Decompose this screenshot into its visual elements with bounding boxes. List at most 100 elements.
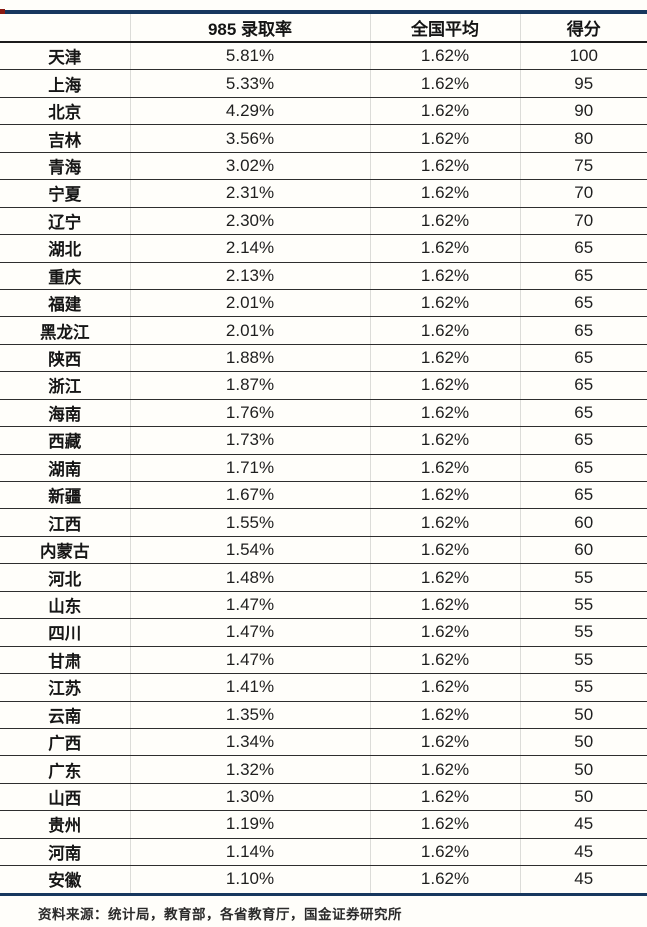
table-row: 湖北 2.14% 1.62% 65 [0, 234, 647, 263]
cell-average: 1.62% [369, 152, 520, 181]
cell-score: 80 [519, 124, 647, 153]
cell-average: 1.62% [369, 783, 520, 812]
cell-score: 60 [519, 536, 647, 565]
cell-average: 1.62% [369, 124, 520, 153]
cell-rate: 3.02% [129, 152, 370, 181]
cell-province: 湖北 [0, 234, 130, 263]
cell-score: 65 [519, 289, 647, 318]
cell-average: 1.62% [369, 399, 520, 428]
cell-rate: 1.47% [129, 591, 370, 620]
cell-rate: 1.88% [129, 344, 370, 373]
cell-rate: 1.73% [129, 426, 370, 455]
cell-score: 65 [519, 481, 647, 510]
cell-rate: 1.87% [129, 371, 370, 400]
cell-score: 55 [519, 646, 647, 675]
cell-score: 65 [519, 454, 647, 483]
cell-score: 95 [519, 69, 647, 98]
cell-rate: 1.30% [129, 783, 370, 812]
table-row: 福建 2.01% 1.62% 65 [0, 289, 647, 318]
table-row: 云南 1.35% 1.62% 50 [0, 701, 647, 729]
cell-province: 上海 [0, 69, 130, 98]
cell-score: 65 [519, 262, 647, 290]
cell-average: 1.62% [369, 426, 520, 455]
table-row: 广东 1.32% 1.62% 50 [0, 755, 647, 784]
cell-province: 北京 [0, 97, 130, 126]
cell-average: 1.62% [369, 481, 520, 510]
cell-rate: 1.10% [129, 865, 370, 893]
cell-province: 安徽 [48, 871, 82, 891]
table-row: 河南 1.14% 1.62% 45 [0, 838, 647, 867]
cell-score: 55 [519, 618, 647, 647]
cell-province: 新疆 [0, 481, 130, 510]
table-row: 新疆 1.67% 1.62% 65 [0, 481, 647, 510]
cell-average: 1.62% [369, 865, 520, 893]
cell-score: 65 [519, 371, 647, 400]
table-header: 985 录取率 全国平均 得分 [0, 14, 647, 43]
cell-rate: 1.71% [129, 454, 370, 483]
source-note: 资料来源：统计局，教育部，各省教育厅，国金证券研究所 [38, 906, 402, 922]
cell-rate: 1.48% [129, 563, 370, 592]
cell-province: 青海 [0, 152, 130, 181]
column-header-0 [0, 14, 130, 43]
bottom-accent-line [0, 892, 647, 896]
cell-rate: 2.30% [129, 207, 370, 236]
cell-score: 65 [519, 234, 647, 263]
cell-province: 西藏 [0, 426, 130, 455]
cell-average: 1.62% [369, 673, 520, 702]
cell-score: 90 [519, 97, 647, 126]
cell-province: 云南 [0, 701, 130, 729]
cell-province: 山东 [0, 591, 130, 620]
cell-average: 1.62% [369, 454, 520, 483]
cell-rate: 1.76% [129, 399, 370, 428]
cell-province: 宁夏 [0, 179, 130, 208]
cell-average: 1.62% [369, 728, 520, 757]
table-row: 山西 1.30% 1.62% 50 [0, 783, 647, 812]
cell-score: 70 [519, 207, 647, 236]
cell-average: 1.62% [369, 69, 520, 98]
cell-rate: 2.01% [129, 316, 370, 345]
table-row: 黑龙江 2.01% 1.62% 65 [0, 316, 647, 345]
cell-score: 50 [519, 701, 647, 729]
cell-province: 吉林 [0, 124, 130, 153]
cell-score: 50 [519, 728, 647, 757]
cell-province: 陕西 [0, 344, 130, 373]
cell-score: 55 [519, 673, 647, 702]
cell-score: 65 [519, 316, 647, 345]
cell-score: 65 [519, 426, 647, 455]
cell-score: 45 [519, 838, 647, 867]
cell-province: 内蒙古 [0, 536, 130, 565]
admission-rate-table: 985 录取率 全国平均 得分 天津 5.81% 1.62% 100 上海 5.33% 1.62… [0, 14, 647, 893]
table-row: 江西 1.55% 1.62% 60 [0, 508, 647, 537]
table-row: 重庆 2.13% 1.62% 65 [0, 262, 647, 290]
cell-rate: 1.41% [129, 673, 370, 702]
cell-rate: 3.56% [129, 124, 370, 153]
cell-average: 1.62% [369, 97, 520, 126]
cell-average: 1.62% [369, 316, 520, 345]
cell-province: 四川 [0, 618, 130, 647]
red-tick-mark [0, 9, 5, 14]
cell-average: 1.62% [369, 508, 520, 537]
cell-average: 1.62% [369, 371, 520, 400]
column-header-3: 得分 [519, 14, 647, 43]
cell-province: 黑龙江 [0, 316, 130, 345]
cell-average: 1.62% [369, 646, 520, 675]
header-row: 985 录取率 全国平均 得分 [0, 14, 647, 43]
cell-average: 1.62% [369, 179, 520, 208]
cell-score: 75 [519, 152, 647, 181]
cell-province: 湖南 [0, 454, 130, 483]
table-row: 海南 1.76% 1.62% 65 [0, 399, 647, 428]
cell-average: 1.62% [369, 289, 520, 318]
cell-rate: 2.01% [129, 289, 370, 318]
cell-rate: 1.67% [129, 481, 370, 510]
cell-average: 1.62% [369, 810, 520, 839]
cell-province: 河南 [0, 838, 130, 867]
column-header-1: 985 录取率 [129, 14, 370, 43]
cell-rate: 1.47% [129, 646, 370, 675]
table-row: 宁夏 2.31% 1.62% 70 [0, 179, 647, 208]
cell-rate: 2.13% [129, 262, 370, 290]
cell-score: 70 [519, 179, 647, 208]
table-row: 辽宁 2.30% 1.62% 70 [0, 207, 647, 236]
cell-rate: 1.34% [129, 728, 370, 757]
cell-score: 65 [519, 344, 647, 373]
table-row: 西藏 1.73% 1.62% 65 [0, 426, 647, 455]
